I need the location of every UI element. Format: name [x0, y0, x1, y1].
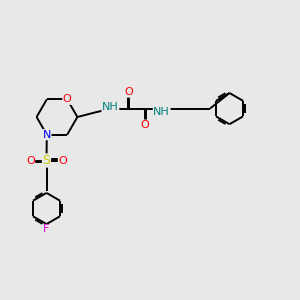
Text: O: O [63, 94, 72, 104]
Text: O: O [140, 120, 149, 130]
Text: NH: NH [102, 102, 119, 112]
Text: O: O [26, 155, 35, 166]
Text: O: O [58, 155, 67, 166]
Text: S: S [43, 154, 50, 167]
Text: O: O [124, 87, 134, 97]
Text: N: N [43, 130, 51, 140]
Text: F: F [43, 224, 50, 235]
Text: NH: NH [153, 107, 170, 117]
